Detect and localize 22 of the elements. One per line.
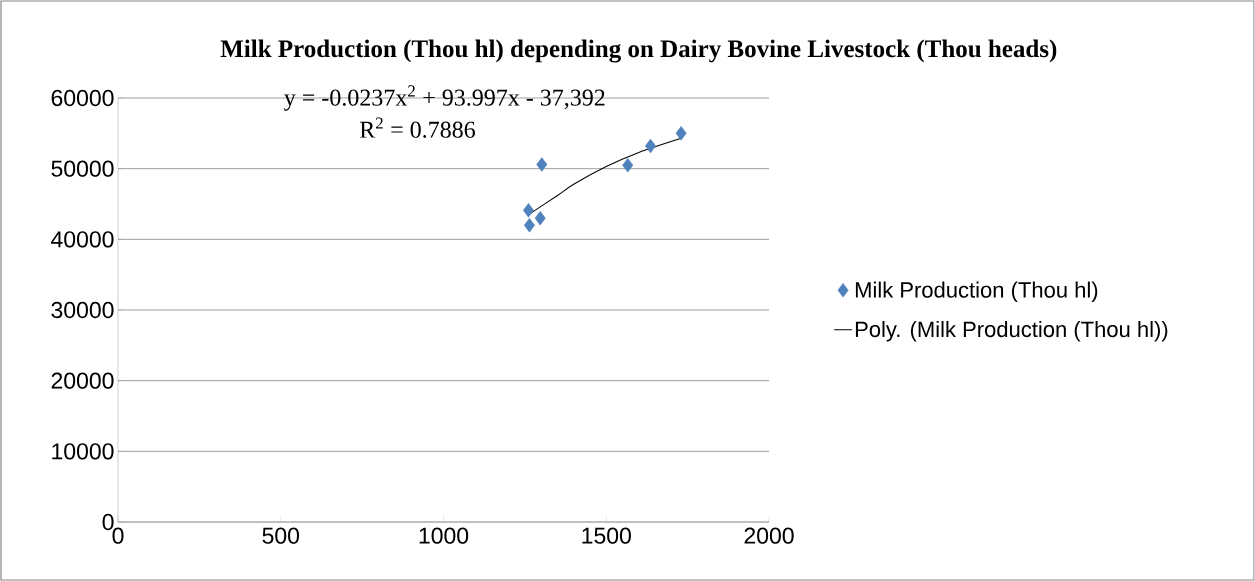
legend-label: Milk Production (Thou hl) bbox=[855, 281, 1098, 303]
y-tick-label: 50000 bbox=[51, 160, 114, 177]
y-tick-label: 30000 bbox=[51, 301, 114, 319]
point bbox=[536, 157, 548, 172]
annotation: R$^{2}$ = 0.7886 bbox=[359, 117, 475, 138]
x-tick-label: 1500 bbox=[582, 527, 631, 544]
y-tick-label: 40000 bbox=[51, 231, 114, 248]
point bbox=[523, 218, 535, 233]
x-tick-label: 1000 bbox=[419, 527, 469, 544]
y-tick-label: 60000 bbox=[51, 89, 114, 107]
point bbox=[622, 157, 634, 173]
chart-title: Milk Production (Thou hl) depending on Dairy Bovine Livestock (Thou heads) bbox=[220, 39, 1057, 63]
x-tick-label: 500 bbox=[262, 527, 300, 544]
point bbox=[534, 210, 546, 226]
legend-label: Poly. (Milk Production (Thou hl)) bbox=[855, 320, 1168, 342]
x-tick-label: 2000 bbox=[744, 527, 794, 544]
y-tick-label: 10000 bbox=[52, 443, 114, 460]
y-tick-label: 0 bbox=[102, 513, 114, 531]
point bbox=[523, 203, 534, 218]
y-tick-label: 20000 bbox=[51, 372, 114, 389]
point bbox=[675, 126, 687, 141]
annotation: y = -0.0237x$^{2}$ + 93.997x - 37,392 bbox=[284, 85, 605, 111]
